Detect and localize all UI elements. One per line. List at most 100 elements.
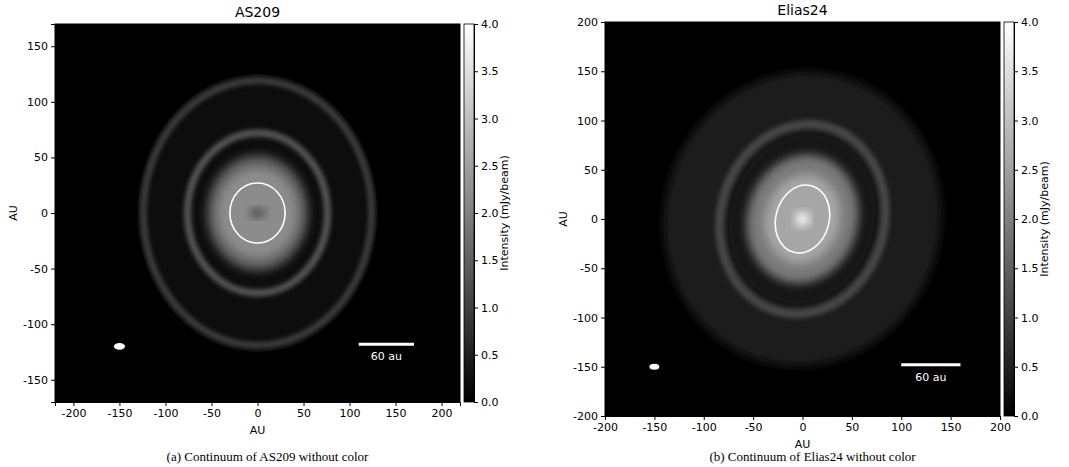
y-axis-tick-label: -150 (23, 374, 48, 387)
emission-disk (138, 74, 377, 352)
x-axis-tick-mark (73, 402, 74, 406)
y-axis-tick-label: 0 (41, 207, 48, 220)
y-axis-title: AU (7, 205, 20, 221)
x-axis-tick: 200 (432, 402, 453, 420)
colorbar-axis-tick-mark (1014, 367, 1018, 368)
colorbar-axis-tick-label: 4.0 (1021, 16, 1039, 29)
x-axis-tick-mark (396, 402, 397, 406)
x-axis-tick-label: 50 (297, 407, 311, 420)
x-axis-tick: 100 (891, 416, 912, 434)
y-axis-tick-label: 100 (577, 115, 598, 128)
emission-disk (249, 209, 266, 218)
colorbar-axis-line (1015, 23, 1019, 417)
y-axis-tick-label: -100 (573, 312, 598, 325)
colorbar-axis-tick-mark (1014, 318, 1018, 319)
x-axis-tick: -50 (745, 416, 763, 434)
x-axis-tick: 150 (941, 416, 962, 434)
x-axis-tick-label: -100 (153, 407, 178, 420)
x-axis-tick-label: -50 (745, 421, 763, 434)
colorbar (464, 24, 474, 402)
y-axis: -200-150-100-50050100150200 (573, 16, 605, 423)
x-axis-tick-mark (901, 416, 902, 420)
colorbar-axis-tick-mark (474, 24, 478, 25)
y-axis-tick-mark (51, 46, 55, 47)
colorbar-axis-tick-mark (1014, 416, 1018, 417)
emission-disk (707, 114, 898, 324)
x-axis-tick-mark (852, 416, 853, 420)
colorbar-axis-tick-label: 3.5 (1021, 65, 1039, 78)
colorbar-axis-tick-label: 1.0 (481, 302, 499, 315)
colorbar-axis-tick-mark (1014, 71, 1018, 72)
y-axis-tick-mark (51, 102, 55, 103)
emission-disk (755, 166, 851, 273)
y-axis-tick: -200 (573, 410, 605, 423)
y-axis-tick-mark (51, 269, 55, 270)
x-axis-tick-label: 100 (340, 407, 361, 420)
x-axis-title: AU (250, 424, 266, 437)
colorbar-axis-tick: 0.0 (1014, 410, 1039, 423)
x-axis: -200-150-100-50050100150200 (593, 416, 1011, 434)
x-axis-tick: 200 (990, 416, 1011, 434)
y-axis-tick-label: -100 (23, 318, 48, 331)
colorbar-axis-tick-label: 2.0 (481, 207, 499, 220)
colorbar-axis-tick: 0.0 (474, 396, 499, 409)
colorbar-axis-tick-mark (474, 260, 478, 261)
y-axis-tick: -150 (573, 361, 605, 374)
x-axis-tick-label: 200 (990, 421, 1011, 434)
image-ground (55, 24, 460, 402)
emission-ring (699, 105, 907, 332)
colorbar-axis-tick-mark (474, 402, 478, 403)
panel: 60 au-200-150-100-50050100150200-150-100… (7, 4, 510, 464)
colorbar-axis-tick-label: 3.0 (1021, 115, 1039, 128)
colorbar-axis-tick: 2.0 (474, 207, 499, 220)
colorbar-axis-tick-label: 0.0 (481, 396, 499, 409)
y-axis-tick-label: 50 (584, 164, 598, 177)
x-axis-tick: -100 (153, 402, 178, 420)
scale-bar-label: 60 au (371, 350, 402, 363)
x-axis-tick-mark (258, 402, 259, 406)
colorbar-axis-tick: 1.5 (1014, 262, 1039, 275)
x-axis-tick: 0 (800, 416, 807, 434)
colorbar-axis-tick: 2.5 (1014, 164, 1039, 177)
y-axis-title: AU (557, 211, 570, 227)
colorbar-axis-tick-label: 4.0 (481, 18, 499, 31)
colorbar-axis-tick-label: 0.5 (1021, 361, 1039, 374)
x-axis-tick: 100 (340, 402, 361, 420)
y-axis-tick-mark (601, 318, 605, 319)
image-ground (605, 22, 1000, 416)
x-axis-tick-mark (442, 402, 443, 406)
x-axis-tick-label: 200 (432, 407, 453, 420)
colorbar-axis-tick: 1.0 (474, 302, 499, 315)
colorbar-axis-tick-mark (474, 213, 478, 214)
plot-frame (55, 24, 460, 402)
scale-bar (901, 363, 960, 366)
scale-bar-label: 60 au (915, 371, 946, 384)
x-axis-tick-mark (654, 416, 655, 420)
y-axis-line (601, 23, 606, 417)
y-axis-tick-label: 0 (591, 213, 598, 226)
x-axis-tick: 50 (845, 416, 859, 434)
y-axis-tick: -50 (580, 262, 605, 275)
colorbar-axis-tick-mark (1014, 170, 1018, 171)
x-axis-tick: 150 (386, 402, 407, 420)
contour (768, 179, 837, 259)
y-axis-tick-mark (51, 157, 55, 158)
x-axis-tick-label: -50 (203, 407, 221, 420)
colorbar-title: Intensity (mJy/beam) (498, 155, 511, 270)
colorbar-axis-tick: 3.5 (1014, 65, 1039, 78)
y-axis: -150-100-50050100150 (23, 25, 55, 403)
colorbar-axis-tick-mark (1014, 121, 1018, 122)
colorbar-axis-tick-label: 0.0 (1021, 410, 1039, 423)
x-axis-tick-mark (350, 402, 351, 406)
x-axis-tick: -100 (692, 416, 717, 434)
x-axis-tick-label: -100 (692, 421, 717, 434)
y-axis-tick: 150 (27, 40, 55, 53)
colorbar-axis-tick: 3.0 (1014, 115, 1039, 128)
colorbar-axis-tick-mark (474, 308, 478, 309)
y-axis-tick-label: 150 (577, 65, 598, 78)
colorbar-axis-tick-label: 3.5 (481, 65, 499, 78)
colorbar-axis-tick: 2.5 (474, 160, 499, 173)
y-axis-tick-mark (601, 22, 605, 23)
x-axis-tick: -50 (203, 402, 221, 420)
y-axis-tick: 150 (577, 65, 605, 78)
